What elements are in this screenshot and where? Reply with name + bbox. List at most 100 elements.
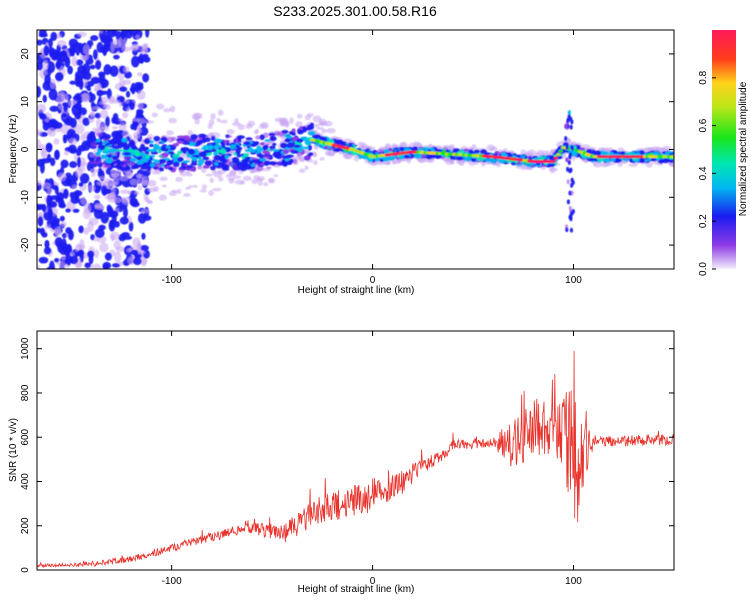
spectrogram-cell xyxy=(564,224,569,230)
spectrogram-cell xyxy=(199,189,207,193)
spectrogram-cell xyxy=(78,225,84,234)
spectrogram-cell xyxy=(37,180,42,186)
spectrogram-cell xyxy=(232,163,238,170)
spectrogram-cell xyxy=(527,155,533,159)
x-tick-label: 100 xyxy=(565,576,582,587)
spectrogram-cell xyxy=(253,130,259,135)
spectrogram-cell xyxy=(155,163,163,166)
spectrogram-cell xyxy=(116,163,123,170)
spectrogram-cell xyxy=(319,121,325,127)
spectrogram-cell xyxy=(42,94,47,103)
spectrogram-cell xyxy=(102,150,110,154)
spectrogram-cell xyxy=(42,59,49,71)
spectrogram-cell xyxy=(167,136,174,143)
spectrogram-cell xyxy=(570,190,574,196)
spectrogram-cell xyxy=(231,157,239,162)
spectrogram-cell xyxy=(391,160,396,165)
spectrogram-cell xyxy=(191,156,197,162)
spectrogram-cell xyxy=(177,150,183,155)
spectrogram-cell xyxy=(520,155,526,158)
spectrogram-cell xyxy=(364,149,370,153)
spectrogram-cell xyxy=(121,137,128,143)
spectrogram-cell xyxy=(89,64,96,70)
spectrogram-cell xyxy=(43,246,52,255)
spectrogram-cell xyxy=(255,135,261,140)
spectrogram-cell xyxy=(92,263,102,269)
spectrogram-cell xyxy=(102,140,109,144)
spectrogram-cell xyxy=(125,107,131,112)
spectrogram-cell xyxy=(192,184,198,188)
spectrogram-cell xyxy=(564,136,568,142)
spectrogram-cell xyxy=(49,50,58,59)
spectrogram-cell xyxy=(106,157,113,164)
spectrogram-cell xyxy=(297,146,303,153)
spectrogram-cell xyxy=(91,171,96,178)
spectrogram-cell xyxy=(121,232,130,237)
spectrogram-cell xyxy=(75,44,81,56)
spectrogram-cell xyxy=(95,59,102,70)
x-tick-label: 0 xyxy=(370,275,376,286)
spectrogram-cell xyxy=(147,199,153,205)
spectrogram-cell xyxy=(237,136,242,142)
spectrogram-cell xyxy=(286,142,295,149)
spectrogram-cell xyxy=(100,35,110,44)
spectrogram-cell xyxy=(268,161,277,166)
spectrogram-cell xyxy=(63,103,68,112)
spectrogram-cell xyxy=(176,140,184,144)
spectrogram-cell xyxy=(130,149,140,154)
spectrogram-cell xyxy=(217,145,222,148)
spectrogram-cell xyxy=(324,120,333,127)
spectrogram-cell xyxy=(327,149,336,157)
spectrogram-cell xyxy=(250,143,257,147)
spectrogram-cell xyxy=(78,79,84,90)
spectrogram-cell xyxy=(103,64,112,75)
spectrogram-cell xyxy=(46,153,52,163)
spectrogram-cell xyxy=(259,134,265,141)
spectrogram-cell xyxy=(71,184,78,190)
spectrogram-cell xyxy=(243,141,251,146)
y-tick-label: 0 xyxy=(20,567,31,573)
spectrogram-cell xyxy=(61,255,66,261)
spectrogram-cell xyxy=(55,198,64,203)
spectrogram-cell xyxy=(42,122,50,131)
spectrogram-cell xyxy=(620,151,626,155)
spectrogram-cell xyxy=(566,199,571,205)
spectrogram-cell xyxy=(44,224,50,230)
spectrogram-cell xyxy=(47,61,56,74)
spectrogram-cell xyxy=(638,150,645,155)
spectrogram-cell xyxy=(39,161,45,174)
spectrogram-cell xyxy=(314,123,320,128)
spectrogram-cell xyxy=(256,165,264,172)
spectrogram-cell xyxy=(108,148,118,152)
spectrogram-cell xyxy=(99,145,105,151)
colorbar-tick-label: 0.2 xyxy=(698,214,709,228)
spectrogram-cell xyxy=(58,260,66,269)
spectrogram-x-axis-label: Height of straight line (km) xyxy=(298,285,415,296)
spectrogram-cell xyxy=(105,115,110,128)
spectrogram-cell xyxy=(120,197,128,203)
spectrogram-cell xyxy=(61,232,68,239)
spectrogram-cell xyxy=(264,162,269,166)
spectrogram-cell xyxy=(50,78,56,90)
spectrogram-cell xyxy=(153,166,158,170)
spectrogram-cell xyxy=(205,173,214,177)
spectrogram-cell xyxy=(379,156,387,160)
spectrogram-cell xyxy=(154,159,160,164)
spectrogram-cell xyxy=(130,146,138,150)
spectrogram-cell xyxy=(81,93,91,103)
spectrogram-cell xyxy=(147,166,151,172)
spectrogram-cell xyxy=(140,167,149,170)
spectrogram-cell xyxy=(498,160,505,163)
spectrogram-cell xyxy=(232,175,242,180)
spectrogram-cell xyxy=(217,109,224,116)
spectrogram-cell xyxy=(210,113,216,120)
spectrogram-cell xyxy=(384,148,389,155)
spectrogram-cell xyxy=(273,153,281,159)
spectrogram-cell xyxy=(130,249,138,256)
spectrogram-cell xyxy=(130,165,137,170)
spectrogram-cell xyxy=(272,142,277,146)
y-tick-label: 20 xyxy=(20,48,31,60)
spectrogram-cell xyxy=(69,161,78,168)
spectrogram-cell xyxy=(53,138,60,145)
spectrogram-cell xyxy=(570,177,574,183)
